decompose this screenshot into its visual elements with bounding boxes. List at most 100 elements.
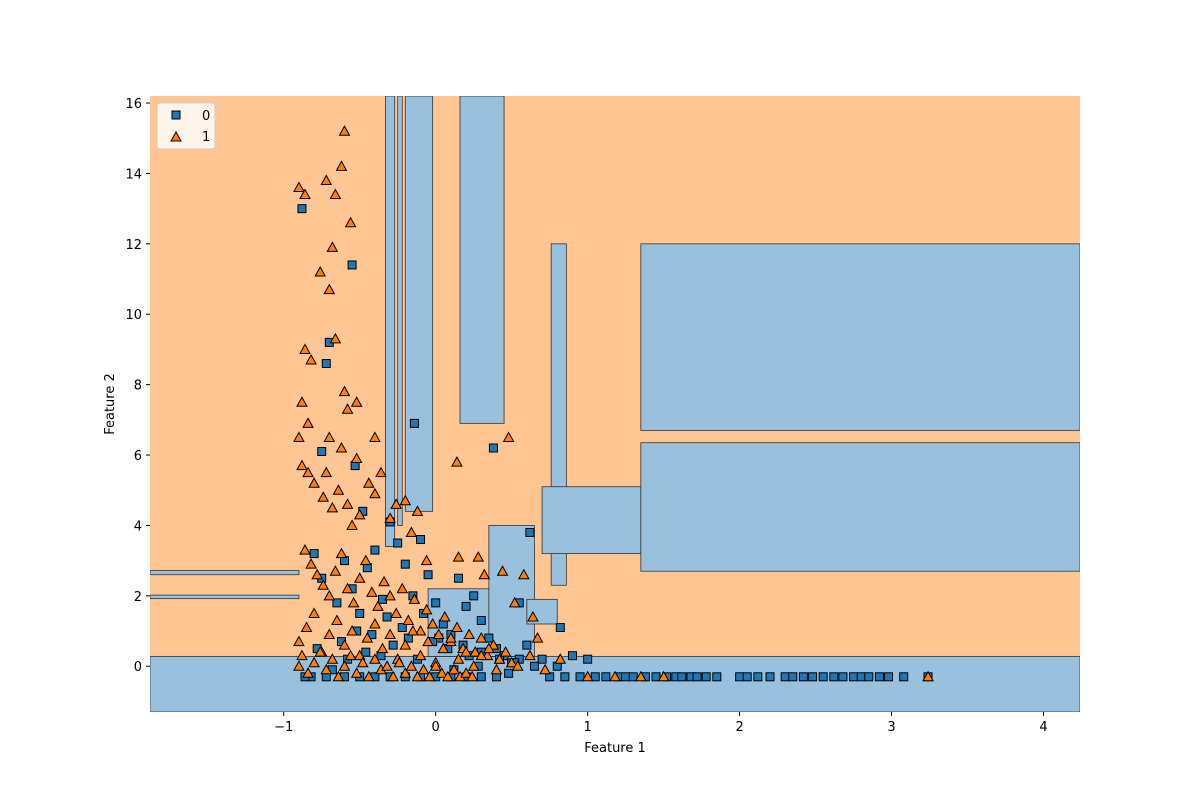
decision-region-class-0	[404, 96, 434, 512]
point-class-1	[323, 283, 336, 295]
point-class-1	[346, 625, 358, 636]
point-class-0	[347, 260, 357, 270]
x-tick-label: 3	[887, 720, 895, 735]
point-class-1	[539, 663, 551, 675]
point-class-1	[399, 494, 412, 506]
point-class-1	[405, 660, 418, 671]
point-class-1	[387, 670, 399, 682]
point-class-0	[397, 623, 407, 633]
point-class-0	[409, 418, 419, 428]
point-class-0	[651, 672, 661, 682]
point-class-1	[369, 653, 381, 664]
point-class-1	[478, 568, 491, 580]
point-class-0	[370, 545, 380, 555]
point-class-1	[490, 663, 503, 675]
point-class-1	[657, 670, 670, 682]
point-class-1	[305, 353, 317, 365]
point-class-1	[335, 160, 348, 171]
point-class-1	[451, 621, 463, 633]
point-class-0	[400, 559, 410, 569]
point-class-0	[735, 672, 745, 682]
point-class-1	[527, 610, 539, 622]
point-class-1	[469, 646, 482, 657]
point-class-1	[344, 649, 357, 661]
point-class-1	[344, 216, 357, 228]
point-class-1	[353, 649, 366, 661]
y-tick-label: 8	[134, 379, 142, 394]
point-class-1	[326, 241, 339, 252]
y-tick-label: 12	[125, 238, 142, 253]
point-class-0	[488, 443, 498, 453]
point-class-1	[493, 653, 506, 664]
point-class-1	[429, 660, 442, 671]
point-class-1	[293, 181, 305, 193]
point-class-0	[780, 672, 790, 682]
point-class-0	[864, 672, 874, 682]
point-class-0	[621, 672, 631, 682]
point-class-0	[829, 672, 839, 682]
point-class-1	[452, 551, 465, 562]
point-class-1	[366, 586, 378, 597]
point-class-1	[460, 646, 472, 657]
point-class-1	[350, 452, 363, 464]
decision-region-class-0	[150, 594, 300, 600]
point-class-0	[818, 672, 828, 682]
point-class-1	[372, 600, 384, 611]
point-class-1	[505, 656, 518, 668]
point-class-1	[445, 632, 457, 643]
point-class-1	[359, 554, 372, 566]
x-axis-label: Feature 1	[584, 741, 646, 756]
point-class-1	[405, 526, 418, 537]
point-class-0	[765, 672, 775, 682]
point-class-1	[320, 174, 333, 185]
point-class-1	[402, 614, 415, 625]
point-class-1	[499, 646, 512, 657]
point-class-0	[849, 672, 859, 682]
point-class-1	[302, 667, 314, 678]
point-class-1	[411, 670, 424, 682]
point-class-1	[531, 632, 544, 643]
point-class-1	[376, 642, 389, 654]
point-class-1	[338, 639, 351, 650]
point-class-0	[332, 598, 342, 608]
point-class-1	[609, 670, 621, 682]
point-class-1	[296, 459, 308, 471]
point-class-1	[305, 558, 317, 569]
point-class-1	[496, 565, 509, 576]
point-class-1	[296, 396, 308, 407]
point-class-0	[388, 640, 398, 650]
decision-region-class-0	[150, 570, 300, 576]
point-class-1	[381, 660, 393, 671]
point-class-1	[320, 663, 333, 675]
point-class-1	[341, 498, 354, 509]
point-class-1	[508, 596, 521, 608]
decision-regions-class-0	[150, 96, 1080, 712]
point-class-0	[522, 640, 532, 650]
point-class-1	[362, 670, 375, 682]
point-class-1	[308, 656, 320, 668]
point-class-1	[346, 519, 358, 530]
decision-region-class-0	[488, 525, 535, 657]
point-class-0	[798, 672, 808, 682]
point-class-0	[321, 359, 331, 369]
x-tick-label: 1	[584, 720, 592, 735]
point-class-0	[537, 654, 547, 664]
point-class-1	[361, 632, 374, 643]
point-class-1	[341, 582, 354, 594]
point-class-0	[677, 672, 687, 682]
x-tick-label: 0	[432, 720, 440, 735]
point-class-0	[529, 661, 539, 671]
point-class-1	[299, 544, 311, 555]
legend-marker-class-1	[170, 130, 182, 142]
point-class-1	[411, 505, 424, 516]
point-class-1	[314, 646, 327, 657]
point-class-1	[353, 508, 366, 520]
decision-region-class-0	[150, 655, 1080, 712]
point-class-1	[378, 575, 390, 587]
point-class-0	[355, 608, 365, 618]
x-tick-label: 2	[735, 720, 743, 735]
decision-region-class-0	[640, 243, 1080, 431]
point-class-1	[524, 649, 536, 661]
y-tick-label: 10	[125, 308, 142, 323]
point-class-1	[438, 610, 451, 622]
